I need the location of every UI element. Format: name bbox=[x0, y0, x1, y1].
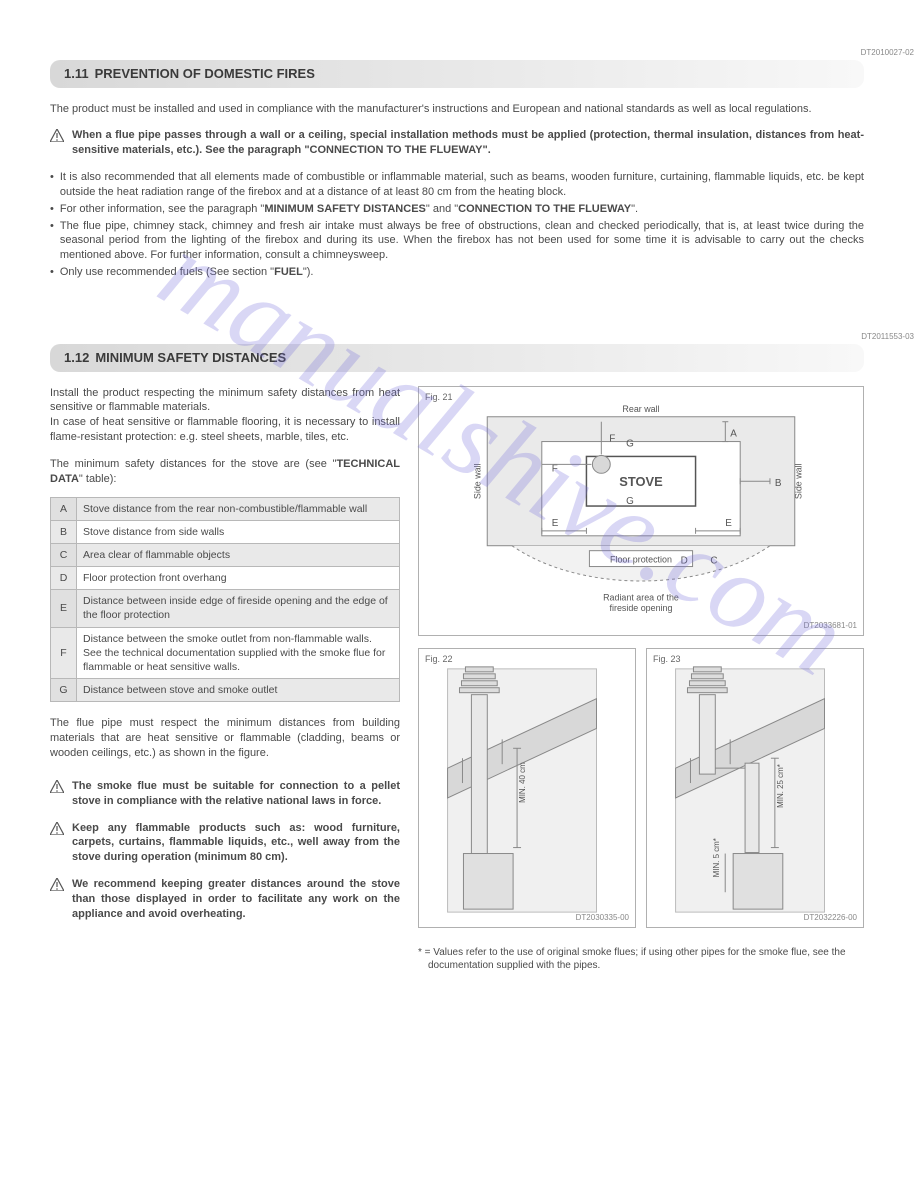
bullet-item: It is also recommended that all elements… bbox=[50, 170, 864, 200]
bullets-list: It is also recommended that all elements… bbox=[50, 170, 864, 280]
warning-text: When a flue pipe passes through a wall o… bbox=[72, 128, 864, 158]
flooring-paragraph: In case of heat sensitive or flammable f… bbox=[50, 415, 400, 445]
table-row: GDistance between stove and smoke outlet bbox=[51, 679, 400, 702]
svg-text:MIN. 25 cm*: MIN. 25 cm* bbox=[776, 764, 785, 808]
figure-ref: DT2030335-00 bbox=[576, 913, 629, 924]
flue-pipe-paragraph: The flue pipe must respect the minimum d… bbox=[50, 716, 400, 761]
bullet-item: For other information, see the paragraph… bbox=[50, 202, 864, 217]
svg-text:fireside opening: fireside opening bbox=[610, 603, 673, 613]
table-key: F bbox=[51, 627, 77, 679]
table-row: EDistance between inside edge of firesid… bbox=[51, 590, 400, 627]
figure-22: Fig. 22 DT2030335-00 bbox=[418, 648, 636, 928]
table-value: Floor protection front overhang bbox=[77, 567, 400, 590]
svg-text:STOVE: STOVE bbox=[619, 474, 663, 489]
svg-text:Side wall: Side wall bbox=[472, 463, 482, 499]
table-value: Stove distance from side walls bbox=[77, 520, 400, 543]
bullet-item: The flue pipe, chimney stack, chimney an… bbox=[50, 219, 864, 264]
svg-text:Radiant area of the: Radiant area of the bbox=[603, 592, 679, 602]
table-key: E bbox=[51, 590, 77, 627]
figure-ref: DT2032226-00 bbox=[804, 913, 857, 924]
warning-text: The smoke flue must be suitable for conn… bbox=[72, 779, 400, 809]
section-1-12: 1.12 MINIMUM SAFETY DISTANCES DT2011553-… bbox=[50, 344, 864, 973]
svg-text:G: G bbox=[626, 438, 634, 449]
figure-footnote: * = Values refer to the use of original … bbox=[418, 946, 864, 973]
warning-flammable: Keep any flammable products such as: woo… bbox=[50, 821, 400, 866]
warning-icon bbox=[50, 780, 64, 793]
section-header-1-11: 1.11 PREVENTION OF DOMESTIC FIRES DT2010… bbox=[50, 60, 864, 88]
svg-text:E: E bbox=[725, 517, 732, 528]
warning-text: Keep any flammable products such as: woo… bbox=[72, 821, 400, 866]
table-row: FDistance between the smoke outlet from … bbox=[51, 627, 400, 679]
table-key: A bbox=[51, 497, 77, 520]
svg-text:F: F bbox=[609, 433, 615, 444]
figure-23: Fig. 23 DT2032226-00 bbox=[646, 648, 864, 928]
table-row: CArea clear of flammable objects bbox=[51, 543, 400, 566]
right-column: Fig. 21 DT2033681-01 STOVE Rear wall bbox=[418, 386, 864, 973]
svg-text:E: E bbox=[552, 517, 559, 528]
table-value: Distance between stove and smoke outlet bbox=[77, 679, 400, 702]
figure-ref: DT2033681-01 bbox=[804, 621, 857, 632]
warning-flueway: When a flue pipe passes through a wall o… bbox=[50, 128, 864, 158]
table-value: Distance between the smoke outlet from n… bbox=[77, 627, 400, 679]
fig23-diagram: MIN. 25 cm* MIN. 5 cm* bbox=[647, 649, 863, 927]
svg-text:MIN. 5 cm*: MIN. 5 cm* bbox=[712, 838, 721, 877]
section-title: MINIMUM SAFETY DISTANCES bbox=[95, 349, 286, 367]
install-paragraph: Install the product respecting the minim… bbox=[50, 386, 400, 416]
warning-icon bbox=[50, 822, 64, 835]
svg-text:F: F bbox=[552, 463, 558, 474]
table-key: C bbox=[51, 543, 77, 566]
svg-text:D: D bbox=[681, 555, 688, 566]
table-key: D bbox=[51, 567, 77, 590]
table-key: G bbox=[51, 679, 77, 702]
svg-text:G: G bbox=[626, 496, 634, 507]
svg-text:Rear wall: Rear wall bbox=[622, 403, 659, 413]
figure-label: Fig. 22 bbox=[425, 653, 453, 665]
distances-intro: The minimum safety distances for the sto… bbox=[50, 457, 400, 487]
section-title: PREVENTION OF DOMESTIC FIRES bbox=[95, 65, 315, 83]
svg-text:B: B bbox=[775, 478, 782, 489]
section-header-1-12: 1.12 MINIMUM SAFETY DISTANCES DT2011553-… bbox=[50, 344, 864, 372]
section-1-11: 1.11 PREVENTION OF DOMESTIC FIRES DT2010… bbox=[50, 60, 864, 280]
doc-ref: DT2011553-03 bbox=[861, 332, 914, 343]
table-value: Stove distance from the rear non-combust… bbox=[77, 497, 400, 520]
figure-label: Fig. 21 bbox=[425, 391, 453, 403]
fig21-diagram: STOVE Rear wall Side wall Side wall Floo… bbox=[419, 387, 863, 635]
two-column-layout: Install the product respecting the minim… bbox=[50, 386, 864, 973]
bullet-item: Only use recommended fuels (See section … bbox=[50, 265, 864, 280]
figure-21: Fig. 21 DT2033681-01 STOVE Rear wall bbox=[418, 386, 864, 636]
section-number: 1.12 bbox=[64, 349, 89, 367]
warning-icon bbox=[50, 129, 64, 142]
warning-greater-distances: We recommend keeping greater distances a… bbox=[50, 877, 400, 922]
svg-text:Side wall: Side wall bbox=[794, 463, 804, 499]
warning-text: We recommend keeping greater distances a… bbox=[72, 877, 400, 922]
doc-ref: DT2010027-02 bbox=[861, 48, 914, 59]
warning-icon bbox=[50, 878, 64, 891]
table-row: DFloor protection front overhang bbox=[51, 567, 400, 590]
section-number: 1.11 bbox=[64, 65, 89, 83]
figure-label: Fig. 23 bbox=[653, 653, 681, 665]
table-key: B bbox=[51, 520, 77, 543]
table-row: AStove distance from the rear non-combus… bbox=[51, 497, 400, 520]
svg-text:C: C bbox=[710, 555, 717, 566]
svg-text:A: A bbox=[730, 428, 737, 439]
figure-row: Fig. 22 DT2030335-00 bbox=[418, 648, 864, 940]
table-row: BStove distance from side walls bbox=[51, 520, 400, 543]
intro-paragraph: The product must be installed and used i… bbox=[50, 102, 864, 117]
svg-text:Floor protection: Floor protection bbox=[610, 554, 672, 564]
fig22-diagram: MIN. 40 cm bbox=[419, 649, 635, 927]
svg-text:MIN. 40 cm: MIN. 40 cm bbox=[518, 761, 527, 802]
table-value: Distance between inside edge of fireside… bbox=[77, 590, 400, 627]
warning-smoke-flue: The smoke flue must be suitable for conn… bbox=[50, 779, 400, 809]
distances-table: AStove distance from the rear non-combus… bbox=[50, 497, 400, 703]
left-column: Install the product respecting the minim… bbox=[50, 386, 400, 934]
table-value: Area clear of flammable objects bbox=[77, 543, 400, 566]
